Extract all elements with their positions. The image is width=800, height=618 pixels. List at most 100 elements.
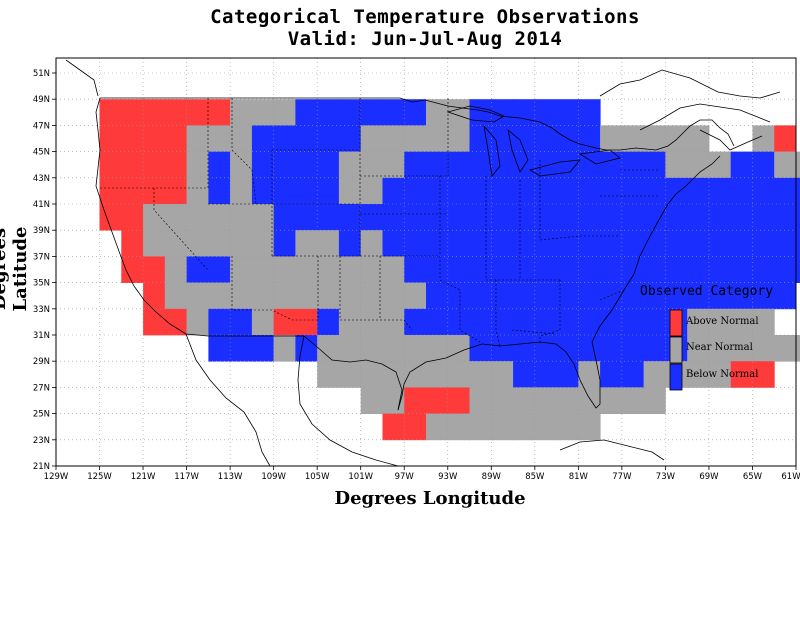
x-tick-label: 129W <box>44 472 69 482</box>
category-cell <box>273 308 296 336</box>
category-cell <box>317 230 340 257</box>
y-tick-label: 41N <box>33 200 50 210</box>
category-cell <box>643 151 666 179</box>
category-cell <box>534 413 557 441</box>
category-cell <box>121 177 144 205</box>
category-cell <box>317 125 340 152</box>
category-cell <box>186 99 209 126</box>
category-cell <box>360 230 383 257</box>
category-cell <box>208 256 231 283</box>
y-tick-label: 35N <box>33 279 50 289</box>
category-cell <box>752 151 775 179</box>
category-cell <box>382 361 405 388</box>
category-cell <box>730 177 753 205</box>
category-cell <box>556 387 579 414</box>
category-cell <box>534 230 557 257</box>
category-cell <box>186 282 209 310</box>
category-cell <box>295 335 318 362</box>
category-cell <box>687 177 710 205</box>
x-tick-label: 73W <box>656 472 676 482</box>
category-cell <box>578 282 601 310</box>
category-cell <box>251 282 275 310</box>
x-tick-label: 117W <box>174 472 199 482</box>
category-cell <box>99 204 122 231</box>
category-cell <box>317 256 340 283</box>
category-cell <box>360 335 383 362</box>
category-cell <box>556 282 579 310</box>
category-cell <box>164 177 187 205</box>
category-cell <box>621 151 645 179</box>
y-tick-label: 33N <box>33 305 50 315</box>
category-cell <box>447 99 470 126</box>
category-cell <box>251 256 275 283</box>
category-cell <box>730 204 753 231</box>
category-cell <box>774 151 797 179</box>
category-cell <box>143 151 166 179</box>
category-cell <box>752 308 775 336</box>
category-cell <box>491 335 514 362</box>
category-cell <box>360 361 383 388</box>
category-cell <box>447 282 470 310</box>
category-cell <box>164 282 187 310</box>
category-cell <box>796 204 800 231</box>
category-cell <box>621 204 645 231</box>
category-cell <box>600 256 623 283</box>
category-cell <box>708 204 732 231</box>
category-cell <box>295 308 318 336</box>
y-tick-label: 45N <box>33 148 50 158</box>
category-cell <box>382 308 405 336</box>
category-cell <box>230 204 253 231</box>
category-cell <box>513 204 536 231</box>
category-cell <box>578 177 601 205</box>
category-cell <box>99 177 122 205</box>
category-cell <box>426 413 449 441</box>
category-cell <box>665 151 688 179</box>
category-cell <box>774 282 797 310</box>
category-cell <box>338 204 362 231</box>
category-cell <box>230 335 253 362</box>
x-tick-label: 61W <box>781 472 800 482</box>
category-cell <box>534 204 557 231</box>
category-cell <box>426 361 449 388</box>
category-cell <box>600 335 623 362</box>
category-cell <box>469 256 492 283</box>
category-cell <box>534 308 557 336</box>
category-cell <box>643 256 666 283</box>
category-cell <box>99 125 122 152</box>
category-cell <box>208 151 231 179</box>
x-tick-label: 89W <box>482 472 502 482</box>
category-cell <box>643 335 666 362</box>
x-tick-label: 105W <box>305 472 330 482</box>
category-cell <box>338 335 362 362</box>
category-cell <box>251 125 275 152</box>
category-cell <box>643 387 666 414</box>
category-cell <box>491 204 514 231</box>
category-cell <box>469 151 492 179</box>
y-tick-label: 43N <box>33 174 50 184</box>
category-cell <box>665 177 688 205</box>
category-cell <box>360 204 383 231</box>
category-cell <box>513 99 536 126</box>
category-cell <box>621 125 645 152</box>
category-cell <box>251 99 275 126</box>
category-cell <box>752 282 775 310</box>
category-cell <box>578 99 601 126</box>
category-cell <box>600 230 623 257</box>
category-cell <box>491 308 514 336</box>
category-cell <box>600 177 623 205</box>
category-cell <box>752 177 775 205</box>
category-cell <box>687 230 710 257</box>
category-cell <box>513 387 536 414</box>
category-cell <box>469 177 492 205</box>
category-cell <box>556 204 579 231</box>
category-cell <box>621 308 645 336</box>
y-tick-label: 25N <box>33 410 50 420</box>
category-cell <box>578 308 601 336</box>
category-cell <box>447 177 470 205</box>
category-cell <box>556 177 579 205</box>
category-cell <box>230 282 253 310</box>
category-cell <box>426 230 449 257</box>
category-cell <box>295 151 318 179</box>
category-cell <box>730 361 753 388</box>
category-cell <box>208 125 231 152</box>
